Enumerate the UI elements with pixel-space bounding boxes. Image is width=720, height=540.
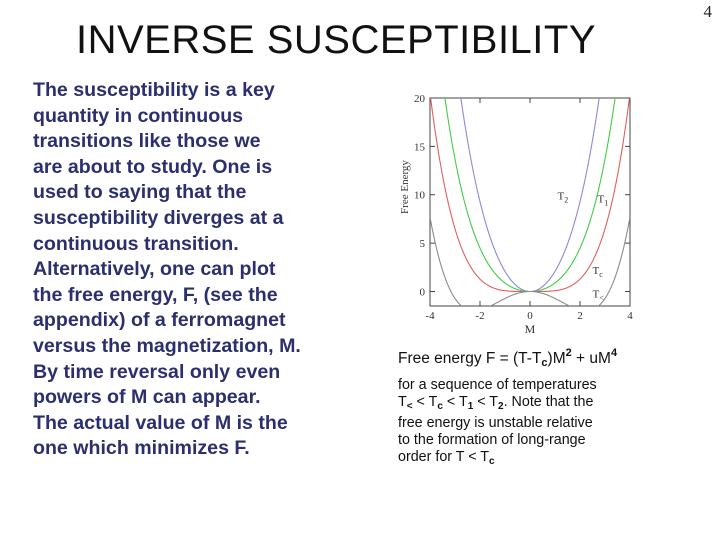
curve-T2 [460,98,600,293]
free-energy-plot: 0 5 10 15 20 -4 -2 0 2 4 M Free Energy T2 T1 Tc T< [390,88,650,338]
body-line: The actual value of M is the [33,411,288,434]
caption-formula: Free energy F = (T-Tc)M2 + uM4 [398,347,618,369]
body-line: continuous transition. [33,232,239,255]
body-line: By time reversal only even [33,360,281,383]
body-line: used to saying that the [33,181,247,204]
curve-label: T1 [598,193,609,207]
body-line: The susceptibility is a key [33,79,275,101]
y-tick-label: 5 [420,238,426,250]
caption-notes: for a sequence of temperatures T< < Tc <… [398,377,670,470]
body-line: Alternatively, one can plot [33,258,276,281]
curve-label: T2 [558,191,569,205]
body-line: quantity in continuous [33,104,244,127]
body-line: are about to study. One is [33,155,273,178]
curve-label: T< [593,288,605,302]
slide-title: INVERSE SUSCEPTIBILITY [76,18,597,62]
caption-line: to the formation of long-range [398,432,586,448]
x-tick-label: 0 [527,310,533,322]
caption-line: free energy is unstable relative [398,415,593,431]
body-line: powers of M can appear. [33,386,261,409]
y-tick-label: 15 [414,141,426,153]
curve-label: Tc [593,265,604,279]
x-tick-label: -2 [475,310,484,322]
caption-line: for a sequence of temperatures [398,377,597,393]
y-tick-label: 20 [414,93,426,105]
body-line: one which minimizes F. [33,437,250,460]
curve-Tc [430,98,630,293]
body-line: transitions like those we [33,130,261,153]
curve-T< [430,217,630,306]
y-tick-label: 10 [414,190,426,202]
curve-T1 [444,98,616,293]
caption-line: order for T < Tc [398,449,495,467]
plot-svg: 0 5 10 15 20 -4 -2 0 2 4 M Free Energy T2 T1 Tc T< [399,93,633,336]
body-line: susceptibility diverges at a [33,206,284,229]
x-tick-label: 4 [627,310,633,322]
body-line: the free energy, F, (see the [33,283,278,306]
caption-line: T< < Tc < T1 < T2. Note that the [398,394,594,412]
y-tick-label: 0 [420,286,426,298]
x-tick-label: -4 [425,310,435,322]
x-axis-label: M [525,322,536,336]
body-paragraph: The susceptibility is a key quantity in … [33,78,378,462]
page-number: 4 [703,2,713,21]
body-line: versus the magnetization, M. [33,334,301,357]
x-tick-label: 2 [577,310,583,322]
y-axis-label: Free Energy [399,160,411,214]
body-line: appendix) of a ferromagnet [33,309,286,332]
